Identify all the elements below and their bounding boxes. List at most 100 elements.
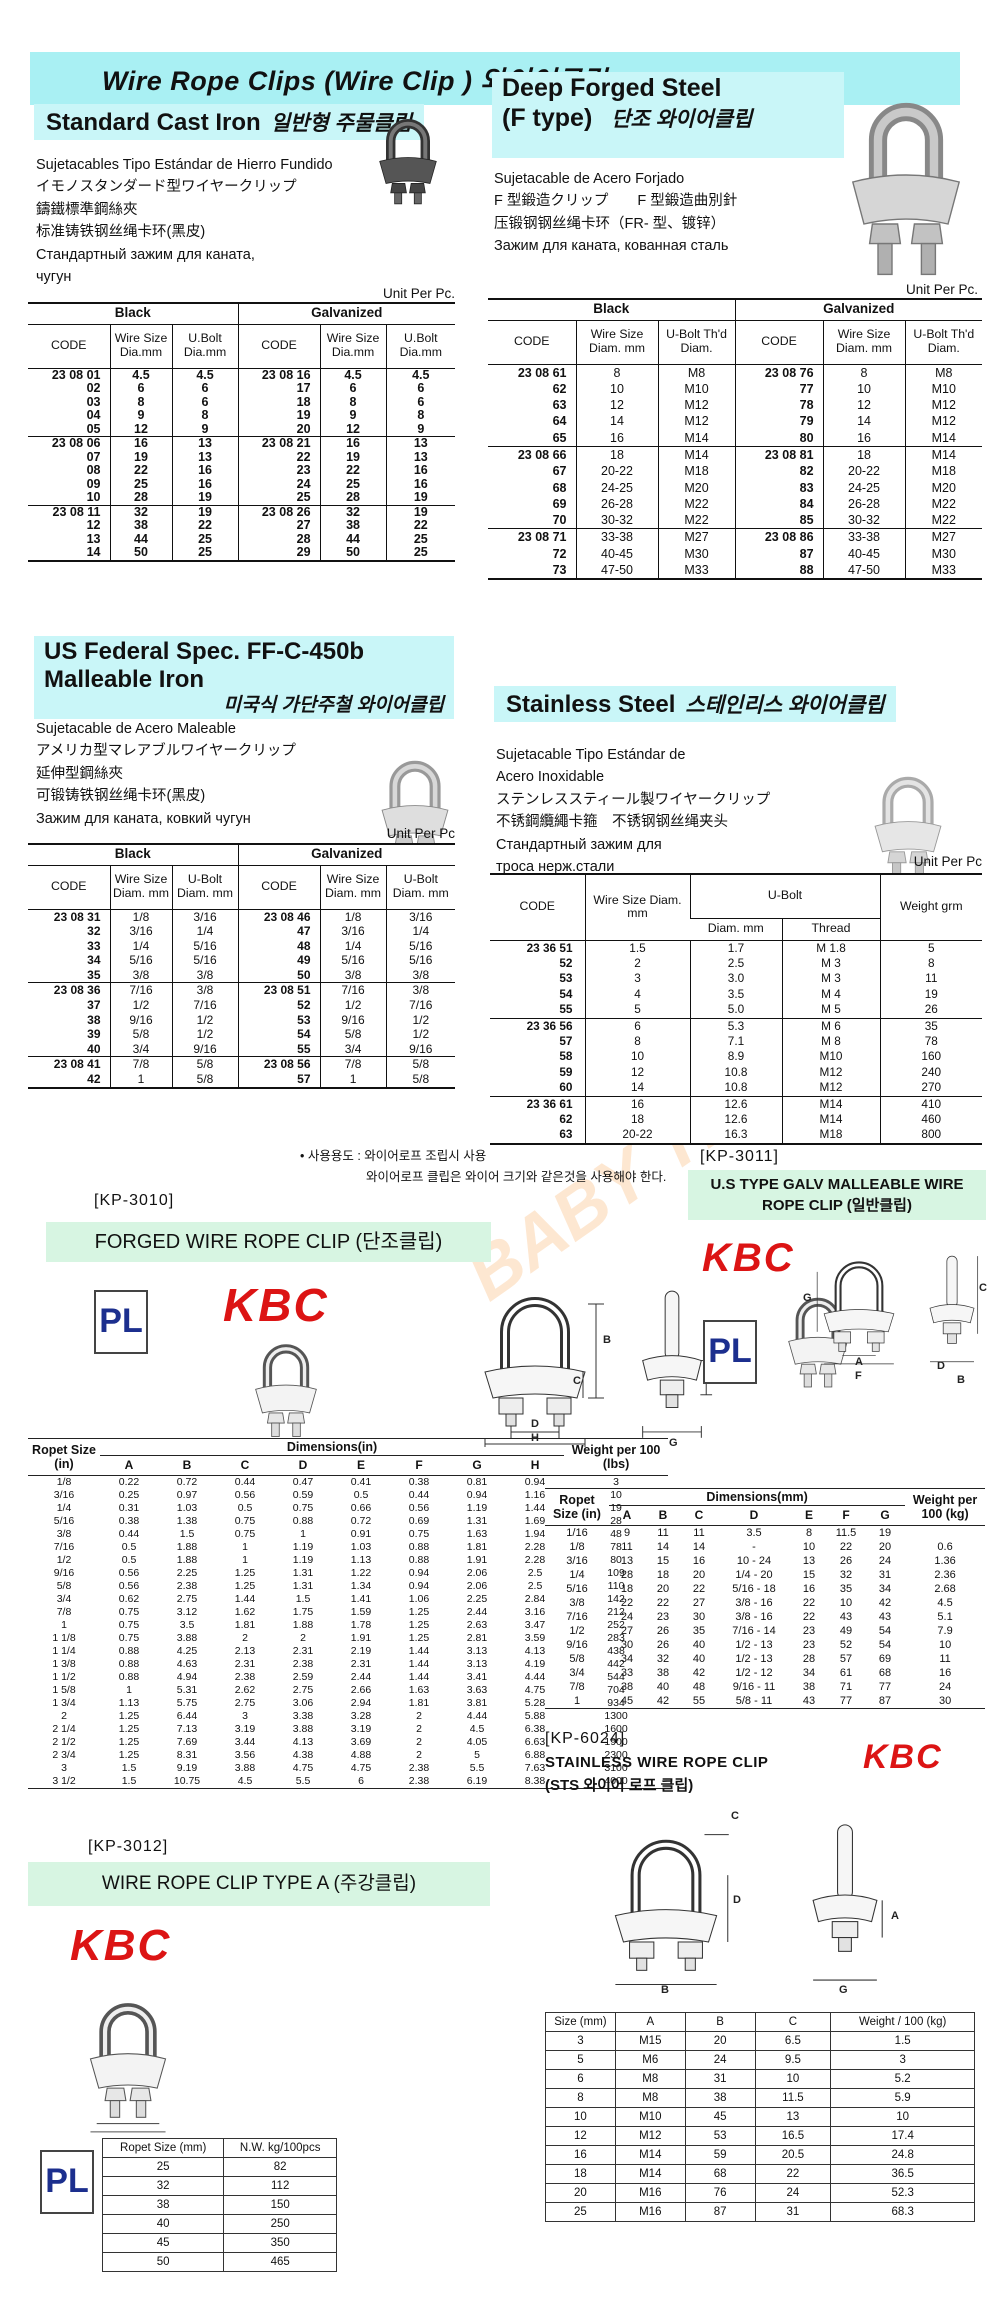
cell: 44 — [109, 532, 172, 546]
cell: 87 — [684, 2202, 756, 2222]
cell: 18 — [620, 1583, 634, 1596]
dim-label: B — [957, 1374, 965, 1386]
table-row: 23 08 06 16 13 23 08 21 16 13 — [28, 436, 456, 451]
cell: 3.0 — [689, 971, 782, 987]
cell: M10 — [614, 2107, 686, 2127]
cell: 69 — [552, 496, 567, 511]
cell: 15 — [656, 1555, 670, 1568]
clip-drawing — [68, 1988, 208, 2138]
table-row: 1 5/8 1 5.31 2.62 2.75 2.66 1.63 3.63 4.75 704 — [28, 1684, 668, 1697]
cell: 2 1/2 — [52, 1736, 76, 1749]
cell: 82 — [223, 2157, 337, 2177]
cell: 5/16 — [385, 938, 456, 954]
cell: 2.94 — [350, 1697, 372, 1710]
table-row: 23 08 71 33-38 M27 23 08 86 33-38 M27 — [488, 528, 983, 546]
text-line: Стандартный зажим для — [496, 836, 662, 853]
cell: 4.94 — [176, 1671, 198, 1684]
cell: 24 — [938, 1681, 952, 1694]
table-row: 5/8 0.56 2.38 1.25 1.31 1.34 0.94 2.06 2.5 110 — [28, 1580, 668, 1593]
cell: 0.72 — [176, 1476, 198, 1489]
text-line: イモノスタンダード型ワイヤークリップ — [36, 179, 297, 196]
group-header-black: Black — [28, 844, 239, 866]
product-banner: WIRE ROPE CLIP TYPE A (주강클립) — [28, 1862, 490, 1906]
cell: 49 — [237, 953, 321, 968]
cell: 23 08 11 — [28, 504, 110, 519]
cell: 1/8 — [56, 1476, 72, 1489]
cell: 26 — [656, 1625, 670, 1638]
cell: 16 — [171, 463, 239, 478]
cell: 3/8 - 16 — [735, 1597, 773, 1610]
cell: M 6 — [781, 1017, 881, 1034]
cell: 2.66 — [350, 1684, 372, 1697]
table-row: 69 26-28 M22 84 26-28 M22 — [488, 495, 983, 513]
cell: M10 — [781, 1049, 881, 1065]
dim-label: C — [573, 1375, 581, 1387]
cell: 30-32 — [822, 512, 906, 529]
cell: 10.8 — [689, 1064, 782, 1081]
cell: 1.5 — [121, 1762, 137, 1775]
cell: 5.31 — [176, 1684, 198, 1697]
text-line: чугун — [36, 269, 72, 286]
cell: 1.5 — [121, 1775, 137, 1788]
pl-logo: PL — [703, 1320, 757, 1384]
cell: M12 — [614, 2126, 686, 2146]
cell: 12.6 — [689, 1095, 782, 1112]
table-row: 25 82 — [101, 2157, 337, 2177]
table-row: 1 45 42 55 5/8 - 11 43 77 87 30 — [545, 1694, 985, 1709]
cell: 38 — [87, 1012, 101, 1027]
cell: 1/2 - 12 — [735, 1667, 773, 1680]
table-row: 1 3/4 1.13 5.75 2.75 3.06 2.94 1.81 3.81 5.28 934 — [28, 1697, 668, 1710]
cell: 27 — [692, 1597, 706, 1610]
cell: M14 — [781, 1095, 881, 1112]
cell: 0.75 — [118, 1632, 140, 1645]
cell: 42 — [656, 1695, 670, 1708]
section-descriptions: Sujetacable de Acero Forjado F 型鍛造クリップ F … — [494, 168, 737, 258]
text-line: Зажим для каната, ковкий чугун — [36, 810, 251, 827]
cell: 2.38 — [176, 1580, 198, 1593]
cell: 3/8 — [319, 967, 387, 983]
cell: 4.19 — [524, 1658, 546, 1671]
table-row: 9/16 30 26 40 1/2 - 13 23 52 54 10 — [545, 1638, 985, 1652]
cell: 4.44 — [466, 1710, 488, 1723]
cell: M27 — [657, 528, 736, 546]
cell: 23 08 36 — [28, 982, 110, 999]
section-title-en: Standard Cast Iron — [46, 109, 261, 136]
cell: 3.59 — [524, 1632, 546, 1645]
cell: 5/16 — [566, 1583, 588, 1596]
text-line: Sujetacable de Acero Maleable — [36, 721, 236, 737]
col-b: B — [158, 1455, 216, 1477]
cell: 1 1/4 — [52, 1645, 76, 1658]
cell: 12 — [575, 397, 658, 414]
cell: 0.88 — [118, 1645, 140, 1658]
cell: 5/8 — [385, 1072, 456, 1088]
cell: 23 — [656, 1611, 670, 1624]
cell: 1.19 — [292, 1554, 314, 1567]
cell: 6 — [358, 1775, 364, 1788]
cell: 3/16 — [385, 909, 456, 925]
grid-table-kp3012: Ropet Size (mm) N.W. kg/100pcs 25 82 32 112… — [101, 2138, 337, 2272]
cell: 22 — [620, 1597, 634, 1610]
section-stainless-steel: Stainless Steel 스테인리스 와이어클립 Sujetacable T… — [490, 686, 984, 1145]
cell: 3/8 - 16 — [735, 1611, 773, 1624]
cell: 1.03 — [350, 1541, 372, 1554]
table-row: 5/8 34 32 40 1/2 - 13 28 57 69 11 — [545, 1652, 985, 1666]
cell: 1.78 — [350, 1619, 372, 1632]
text-line: 鑄鐵標準鋼絲夾 — [36, 201, 138, 218]
cell: 3/16 — [109, 924, 172, 939]
cell: 33 — [620, 1667, 634, 1680]
dimension-diagram-front: G A F — [803, 1230, 915, 1390]
cell: 1.91 — [350, 1632, 372, 1645]
cell: 4.13 — [524, 1645, 546, 1658]
cell: M12 — [781, 1064, 881, 1081]
cell: 2 — [416, 1749, 422, 1762]
cell: 69 — [878, 1653, 892, 1666]
cell: 10 — [802, 1541, 816, 1554]
cell: 1.7 — [689, 940, 782, 956]
cell: 0.56 — [118, 1567, 140, 1580]
table-row: 57 8 7.1 M 8 78 — [490, 1033, 983, 1050]
cell: 7.69 — [176, 1736, 198, 1749]
cell: 5/8 - 11 — [735, 1695, 773, 1708]
cell: 20-22 — [575, 463, 658, 480]
spec-table-deep-forged: Black Galvanized CODE Wire Size Diam. mm… — [488, 298, 983, 581]
table-row: 32 3/16 1/4 47 3/16 1/4 — [28, 924, 456, 939]
